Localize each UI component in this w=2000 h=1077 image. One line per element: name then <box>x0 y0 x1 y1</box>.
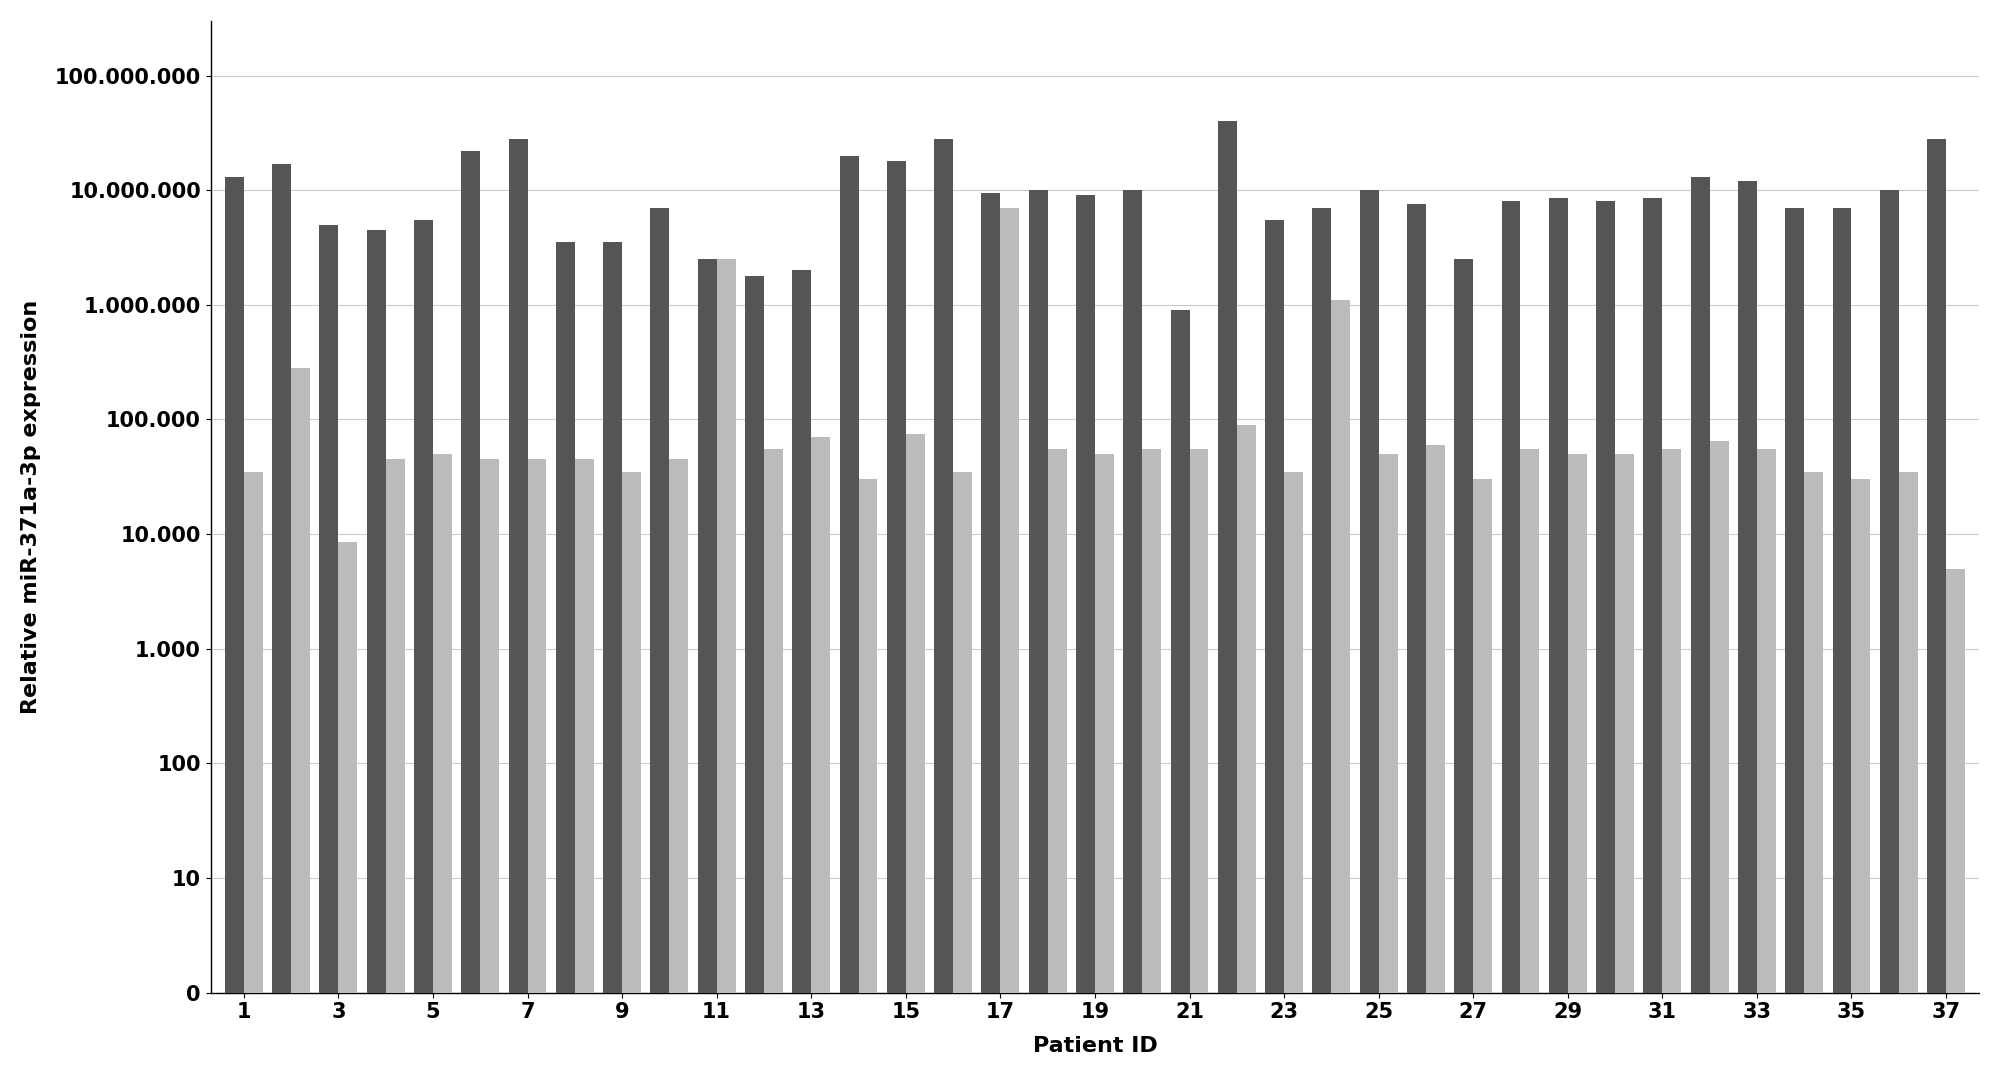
Bar <box>1928 139 1946 1077</box>
Bar <box>1028 191 1048 1077</box>
Bar <box>1312 208 1332 1077</box>
Bar <box>1502 201 1520 1077</box>
Bar <box>508 139 528 1077</box>
Bar <box>622 472 640 1077</box>
Bar <box>954 472 972 1077</box>
Bar <box>1124 191 1142 1077</box>
Bar <box>698 260 716 1077</box>
Bar <box>934 139 954 1077</box>
Bar <box>1170 310 1190 1077</box>
Bar <box>716 260 736 1077</box>
Bar <box>1710 440 1728 1077</box>
Bar <box>886 160 906 1077</box>
Bar <box>858 479 878 1077</box>
Bar <box>1756 449 1776 1077</box>
Bar <box>1094 453 1114 1077</box>
Bar <box>1284 472 1302 1077</box>
Bar <box>1804 472 1824 1077</box>
Bar <box>1898 472 1918 1077</box>
Bar <box>1360 191 1378 1077</box>
Bar <box>1000 208 1020 1077</box>
Bar <box>1946 569 1964 1077</box>
Bar <box>1142 449 1162 1077</box>
Bar <box>1548 198 1568 1077</box>
Bar <box>1738 181 1756 1077</box>
Bar <box>1520 449 1540 1077</box>
Bar <box>604 242 622 1077</box>
Bar <box>1236 424 1256 1077</box>
Bar <box>982 193 1000 1077</box>
Bar <box>1832 208 1852 1077</box>
Bar <box>650 208 670 1077</box>
Bar <box>906 434 924 1077</box>
Bar <box>1426 445 1444 1077</box>
Bar <box>746 276 764 1077</box>
Bar <box>480 459 500 1077</box>
Bar <box>764 449 782 1077</box>
Bar <box>1596 201 1616 1077</box>
Bar <box>1378 453 1398 1077</box>
Bar <box>792 270 812 1077</box>
Bar <box>556 242 574 1077</box>
Bar <box>1786 208 1804 1077</box>
Bar <box>1568 453 1586 1077</box>
Bar <box>320 225 338 1077</box>
Y-axis label: Relative miR-371a-3p expression: Relative miR-371a-3p expression <box>20 299 40 714</box>
Bar <box>1190 449 1208 1077</box>
Bar <box>386 459 404 1077</box>
Bar <box>1332 300 1350 1077</box>
Bar <box>414 220 432 1077</box>
Bar <box>1076 195 1094 1077</box>
X-axis label: Patient ID: Patient ID <box>1032 1036 1158 1057</box>
Bar <box>272 164 292 1077</box>
Bar <box>432 453 452 1077</box>
Bar <box>224 177 244 1077</box>
Bar <box>840 156 858 1077</box>
Bar <box>338 542 358 1077</box>
Bar <box>1266 220 1284 1077</box>
Bar <box>670 459 688 1077</box>
Bar <box>1218 121 1236 1077</box>
Bar <box>812 437 830 1077</box>
Bar <box>1690 177 1710 1077</box>
Bar <box>1454 260 1474 1077</box>
Bar <box>1880 191 1898 1077</box>
Bar <box>462 151 480 1077</box>
Bar <box>1644 198 1662 1077</box>
Bar <box>1662 449 1682 1077</box>
Bar <box>1474 479 1492 1077</box>
Bar <box>1852 479 1870 1077</box>
Bar <box>366 229 386 1077</box>
Bar <box>1048 449 1066 1077</box>
Bar <box>244 472 262 1077</box>
Bar <box>292 368 310 1077</box>
Bar <box>528 459 546 1077</box>
Bar <box>1616 453 1634 1077</box>
Bar <box>1408 205 1426 1077</box>
Bar <box>574 459 594 1077</box>
